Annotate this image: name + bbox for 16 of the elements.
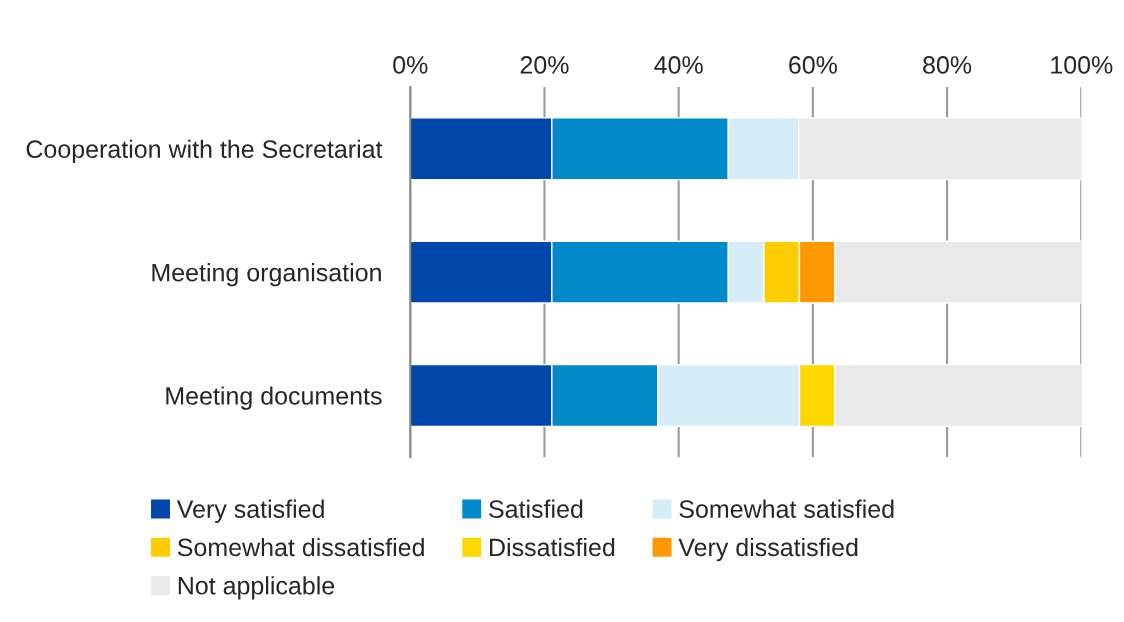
legend-label: Somewhat satisfied [679, 499, 894, 518]
x-tick-label: 40% [654, 56, 703, 74]
x-tick-label: 0% [393, 56, 428, 74]
legend-label: Satisfied [489, 499, 583, 518]
legend-label: Dissatisfied [490, 537, 615, 557]
x-tick-label: 60% [789, 56, 838, 74]
legend-label: Very satisfied [176, 499, 324, 523]
legend-label: Somewhat dissatisfied [177, 537, 424, 557]
y-tick-label: Cooperation with the Secretariat [26, 139, 383, 164]
x-tick-label: 100% [1051, 56, 1113, 74]
y-tick-label: Meeting organisation [152, 263, 381, 287]
y-tick-label: Meeting documents [166, 386, 382, 410]
legend-label: Not applicable [178, 576, 335, 600]
legend-label: Very dissatisfied [678, 537, 858, 562]
x-tick-label: 80% [923, 56, 972, 74]
x-tick-label: 20% [520, 56, 569, 74]
